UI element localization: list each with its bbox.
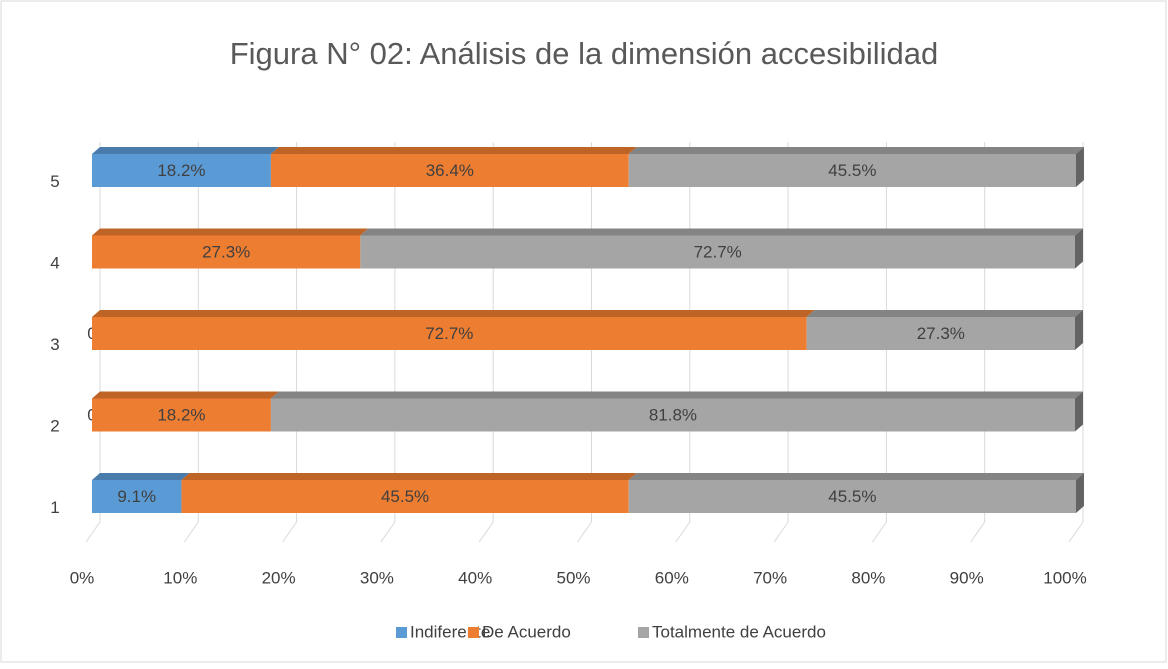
bar-side-face [1075,147,1084,187]
x-tick-label: 50% [556,568,590,587]
bar-top-face [181,473,637,480]
grid-line-floor [85,521,101,543]
bar [181,480,629,513]
bar [360,235,1075,269]
bar-top-face [92,147,279,154]
grid-line-floor [675,521,691,543]
grid-line-floor [282,521,298,543]
grid-line-floor [577,521,592,543]
grid-line-floor [1068,521,1084,543]
x-tick-label: 60% [655,568,689,587]
x-tick-label: 0% [70,568,95,587]
bar [628,154,1076,187]
bar-top-face [92,473,190,480]
y-tick-label: 2 [50,416,59,435]
grid-line-floor [380,521,396,543]
bar [270,398,1075,432]
grid-line-floor [970,521,986,543]
chart-title: Figura N° 02: Análisis de la dimensión a… [230,36,939,71]
data-label: 9.1% [117,487,156,506]
bar [92,317,807,350]
y-tick-label: 3 [50,335,59,354]
y-tick-label: 4 [50,253,59,272]
data-label: 27.3% [202,242,250,261]
legend-swatch [638,627,649,638]
bar-side-face [1075,473,1084,513]
bar-top-face [92,391,279,399]
x-tick-label: 70% [753,568,787,587]
bar-top-face [92,310,815,317]
x-tick-label: 20% [262,568,296,587]
bar-top-face [270,147,637,154]
bar [92,398,271,432]
bar-top-face [270,391,1083,399]
legend-label: De Acuerdo [482,622,571,641]
bar [92,480,182,513]
bar [806,317,1075,350]
x-tick-label: 90% [950,568,984,587]
bar-top-face [628,473,1084,480]
data-label: 18.2% [157,161,205,180]
x-tick-label: 10% [163,568,197,587]
x-tick-label: 40% [458,568,492,587]
legend-swatch [396,627,407,638]
grid-line-floor [183,521,199,543]
bar-side-face [1075,310,1083,350]
data-label: 36.4% [426,161,474,180]
grid-line-floor [773,521,789,543]
bar-top-face [806,310,1083,317]
data-label: 45.5% [828,487,876,506]
bar [270,154,629,187]
bar-side-face [1075,391,1083,432]
y-tick-label: 1 [50,498,59,517]
bar-top-face [360,228,1083,236]
y-tick-label: 5 [50,172,59,191]
grid-line-floor [478,521,494,543]
legend-label: Totalmente de Acuerdo [652,622,826,641]
bar [92,235,361,269]
data-label: 45.5% [828,161,876,180]
legend-swatch [468,627,479,638]
bar-top-face [628,147,1084,154]
x-tick-label: 100% [1043,568,1086,587]
data-label: 72.7% [694,242,742,261]
data-label: 45.5% [381,487,429,506]
data-label: 27.3% [917,324,965,343]
data-label: 18.2% [157,405,205,424]
data-label: 72.7% [425,324,473,343]
bar-side-face [1075,228,1083,269]
x-tick-label: 30% [360,568,394,587]
bar [92,154,271,187]
grid-line-floor [871,521,887,543]
bar [628,480,1076,513]
bar-top-face [92,228,369,236]
data-label: 81.8% [649,405,697,424]
x-tick-label: 80% [851,568,885,587]
